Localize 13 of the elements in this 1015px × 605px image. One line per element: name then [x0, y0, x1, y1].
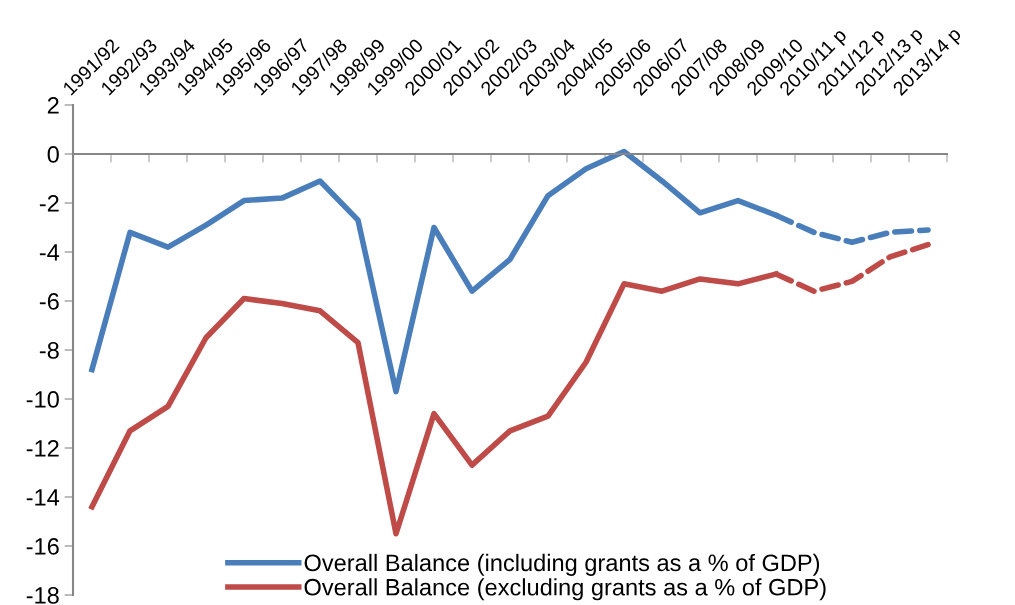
y-tick-label: -10 — [26, 391, 59, 408]
y-tick-label: 2 — [47, 97, 59, 114]
y-tick-label: -16 — [26, 538, 59, 555]
legend-label: Overall Balance (excluding grants as a % of GDP) — [304, 578, 826, 601]
y-tick-label: -2 — [39, 195, 59, 212]
y-tick-label: -18 — [26, 587, 59, 604]
y-tick-label: 0 — [47, 146, 59, 163]
y-tick-label: -14 — [26, 489, 60, 506]
y-tick-label: -4 — [39, 244, 60, 261]
legend-label: Overall Balance (including grants as a % of GDP) — [304, 553, 820, 576]
y-tick-label: -12 — [26, 440, 59, 457]
y-tick-label: -6 — [39, 293, 59, 310]
y-tick-label: -8 — [39, 342, 59, 359]
